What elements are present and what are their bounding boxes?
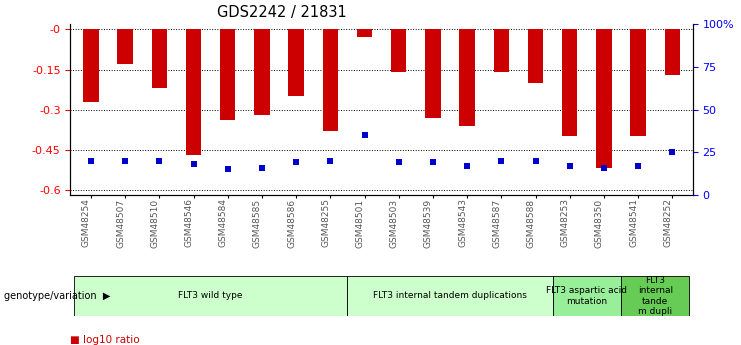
Text: GSM48501: GSM48501 bbox=[356, 198, 365, 247]
Text: GSM48585: GSM48585 bbox=[253, 198, 262, 247]
Text: GSM48510: GSM48510 bbox=[150, 198, 159, 247]
Bar bbox=[562, 29, 577, 136]
Bar bbox=[220, 29, 236, 120]
Text: GSM48503: GSM48503 bbox=[390, 198, 399, 247]
Text: GSM48584: GSM48584 bbox=[219, 198, 227, 247]
Bar bbox=[391, 29, 406, 72]
Text: ■ log10 ratio: ■ log10 ratio bbox=[70, 335, 140, 345]
Text: GDS2242 / 21831: GDS2242 / 21831 bbox=[216, 5, 347, 20]
Text: GSM48543: GSM48543 bbox=[458, 198, 467, 247]
Text: GSM48253: GSM48253 bbox=[561, 198, 570, 247]
Bar bbox=[348, 276, 553, 316]
Text: GSM48252: GSM48252 bbox=[663, 198, 672, 247]
Bar bbox=[186, 29, 202, 155]
Bar bbox=[665, 29, 680, 75]
Bar bbox=[288, 29, 304, 96]
Text: FLT3
internal
tande
m dupli: FLT3 internal tande m dupli bbox=[638, 276, 673, 316]
Bar bbox=[152, 29, 167, 88]
Bar bbox=[631, 29, 646, 136]
Text: GSM48546: GSM48546 bbox=[185, 198, 193, 247]
Bar bbox=[621, 276, 689, 316]
Bar bbox=[74, 276, 348, 316]
Text: GSM48254: GSM48254 bbox=[82, 198, 91, 247]
Text: FLT3 internal tandem duplications: FLT3 internal tandem duplications bbox=[373, 291, 527, 300]
Text: FLT3 wild type: FLT3 wild type bbox=[179, 291, 243, 300]
Bar bbox=[459, 29, 475, 126]
Text: genotype/variation  ▶: genotype/variation ▶ bbox=[4, 291, 110, 301]
Text: GSM48507: GSM48507 bbox=[116, 198, 125, 247]
Bar bbox=[425, 29, 441, 118]
Text: FLT3 aspartic acid
mutation: FLT3 aspartic acid mutation bbox=[546, 286, 628, 306]
Text: GSM48350: GSM48350 bbox=[595, 198, 604, 247]
Text: GSM48541: GSM48541 bbox=[629, 198, 638, 247]
Bar bbox=[117, 29, 133, 64]
Text: GSM48586: GSM48586 bbox=[287, 198, 296, 247]
Text: GSM48539: GSM48539 bbox=[424, 198, 433, 247]
Bar bbox=[494, 29, 509, 72]
Bar bbox=[254, 29, 270, 115]
Bar bbox=[597, 29, 611, 168]
Text: GSM48587: GSM48587 bbox=[492, 198, 502, 247]
Text: GSM48588: GSM48588 bbox=[527, 198, 536, 247]
Text: GSM48255: GSM48255 bbox=[322, 198, 330, 247]
Bar bbox=[322, 29, 338, 131]
Bar bbox=[528, 29, 543, 83]
Bar bbox=[553, 276, 621, 316]
Bar bbox=[357, 29, 372, 38]
Bar bbox=[83, 29, 99, 101]
